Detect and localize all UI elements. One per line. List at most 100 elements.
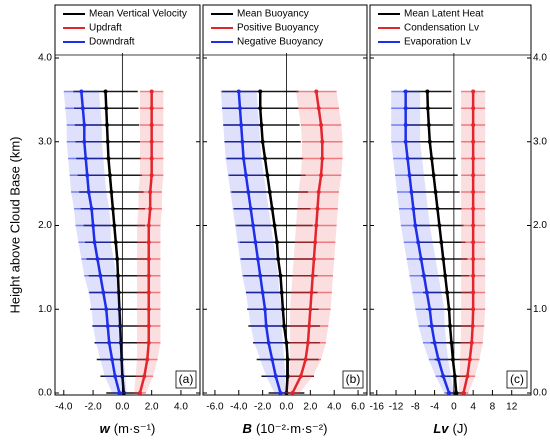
point [467, 357, 472, 362]
y-tick-label: 0.0 [533, 388, 547, 399]
point [471, 106, 476, 111]
point [465, 374, 470, 379]
point [454, 391, 459, 395]
point [260, 290, 265, 295]
point [441, 257, 446, 261]
point [305, 340, 310, 345]
point [405, 156, 410, 161]
y-axis-label: Height above Cloud Base (km) [7, 136, 22, 313]
x-tick-label: -2.0 [254, 402, 272, 413]
x-tick-label: 8 [490, 402, 496, 413]
point [272, 223, 277, 228]
point [146, 273, 151, 278]
point [107, 340, 112, 345]
point [148, 190, 153, 194]
point [307, 324, 312, 328]
point [107, 173, 112, 178]
point [285, 357, 290, 362]
point [105, 324, 110, 328]
point [266, 340, 271, 345]
point [110, 357, 115, 362]
x-tick-label: -4 [430, 402, 439, 413]
point [278, 391, 283, 395]
y-tick-label: 3.0 [38, 136, 52, 147]
point [319, 173, 324, 178]
point [146, 307, 151, 312]
point [106, 156, 111, 161]
point [308, 307, 313, 312]
point [103, 89, 108, 94]
point [258, 106, 263, 111]
point [82, 123, 87, 127]
point [149, 89, 154, 94]
panel-label-box [175, 370, 197, 389]
x-tick-label: 12 [506, 402, 518, 413]
point [471, 206, 476, 211]
point [146, 324, 151, 328]
point [470, 324, 475, 328]
point [449, 340, 454, 345]
point [309, 290, 314, 295]
point [240, 139, 245, 144]
x-tick-label: -4.0 [55, 402, 73, 413]
x-tick-label: -6.0 [206, 402, 224, 413]
point [146, 290, 151, 295]
legend-label: Condensation Lv [404, 23, 479, 34]
point [403, 123, 408, 127]
point [303, 357, 308, 362]
x-axis-label: B (10⁻²·m·s⁻²) [243, 421, 328, 436]
point [86, 190, 91, 194]
legend-label: Downdraft [89, 37, 135, 48]
point [310, 273, 315, 278]
point [276, 257, 281, 261]
point [445, 290, 450, 295]
point [316, 106, 321, 111]
x-tick-label: 2.0 [303, 402, 317, 413]
point [149, 106, 154, 111]
x-tick-label: -8 [411, 402, 420, 413]
point [471, 257, 476, 261]
point [298, 374, 303, 379]
point [313, 240, 318, 245]
point [315, 206, 320, 211]
point [259, 123, 264, 127]
point [98, 273, 103, 278]
y-tick-label: 3.0 [533, 136, 547, 147]
x-tick-label: 6.0 [351, 402, 365, 413]
point [104, 106, 109, 111]
x-tick-label: 4.0 [327, 402, 341, 413]
point [409, 190, 414, 194]
legend-label: Negative Buoyancy [237, 37, 323, 48]
y-tick-label: 0.0 [38, 388, 52, 399]
point [248, 206, 253, 211]
x-axis-label: Lv (J) [433, 421, 467, 436]
point [403, 106, 408, 111]
point [461, 391, 466, 395]
point [237, 106, 242, 111]
point [285, 374, 290, 379]
x-axis-unit: (m·s⁻¹) [114, 421, 156, 436]
point [89, 206, 94, 211]
point [149, 156, 154, 161]
x-tick-label: -2.0 [84, 402, 102, 413]
point [83, 156, 88, 161]
point [403, 139, 408, 144]
point [432, 340, 437, 345]
point [471, 139, 476, 144]
point [416, 240, 421, 245]
point [270, 206, 275, 211]
y-tick-label: 4.0 [533, 53, 547, 64]
point [117, 391, 122, 395]
point [251, 223, 256, 228]
point [319, 123, 324, 127]
point [146, 240, 151, 245]
point [273, 374, 278, 379]
point [236, 89, 241, 94]
point [429, 156, 434, 161]
legend-label: Mean Vertical Velocity [89, 9, 187, 20]
point [115, 257, 120, 261]
point [426, 123, 431, 127]
point [112, 223, 117, 228]
x-axis-unit: (J) [453, 421, 468, 436]
